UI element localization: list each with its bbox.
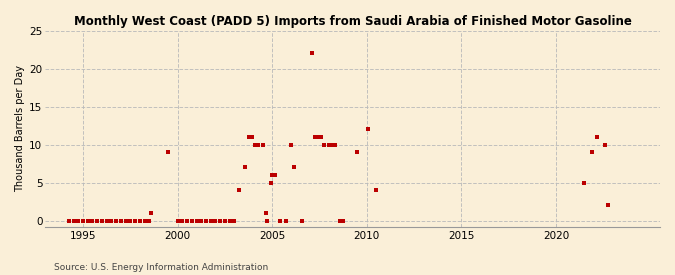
Point (229, 218, 240, 223)
Point (92, 218, 103, 223)
Point (591, 135, 602, 139)
Point (191, 218, 202, 223)
Point (335, 218, 346, 223)
Text: Source: U.S. Energy Information Administration: Source: U.S. Energy Information Administ… (54, 263, 268, 272)
Point (267, 173, 277, 177)
Point (587, 150, 597, 154)
Point (73, 218, 84, 223)
Point (338, 218, 348, 223)
Point (352, 150, 362, 154)
Point (134, 218, 145, 223)
Point (224, 218, 235, 223)
Point (215, 218, 225, 223)
Point (313, 135, 323, 139)
Point (246, 135, 257, 139)
Point (265, 180, 276, 185)
Point (130, 218, 140, 223)
Point (309, 135, 320, 139)
Point (186, 218, 197, 223)
Point (603, 203, 614, 208)
Point (579, 180, 590, 185)
Point (371, 188, 381, 192)
Point (243, 135, 254, 139)
Point (106, 218, 117, 223)
Point (111, 218, 122, 223)
Point (101, 218, 112, 223)
Point (82, 218, 93, 223)
Point (281, 218, 292, 223)
Point (323, 142, 334, 147)
Point (177, 218, 188, 223)
Point (286, 142, 296, 147)
Y-axis label: Thousand Barrels per Day: Thousand Barrels per Day (15, 65, 25, 192)
Point (297, 218, 308, 223)
Point (275, 218, 286, 223)
Point (205, 218, 216, 223)
Point (163, 150, 173, 154)
Point (172, 218, 183, 223)
Point (120, 218, 131, 223)
Point (97, 218, 107, 223)
Point (139, 218, 150, 223)
Point (289, 165, 300, 169)
Point (327, 142, 338, 147)
Point (145, 211, 156, 215)
Point (319, 142, 329, 147)
Point (261, 211, 271, 215)
Point (87, 218, 98, 223)
Point (599, 142, 610, 147)
Point (200, 218, 211, 223)
Point (250, 142, 261, 147)
Point (234, 188, 244, 192)
Point (115, 218, 126, 223)
Point (78, 218, 88, 223)
Point (316, 135, 327, 139)
Point (363, 127, 374, 131)
Point (240, 165, 251, 169)
Point (144, 218, 155, 223)
Point (182, 218, 192, 223)
Title: Monthly West Coast (PADD 5) Imports from Saudi Arabia of Finished Motor Gasoline: Monthly West Coast (PADD 5) Imports from… (74, 15, 632, 28)
Point (210, 218, 221, 223)
Point (219, 218, 230, 223)
Point (196, 218, 207, 223)
Point (306, 51, 317, 56)
Point (252, 142, 263, 147)
Point (330, 142, 341, 147)
Point (270, 173, 281, 177)
Point (262, 218, 273, 223)
Point (125, 218, 136, 223)
Point (257, 142, 268, 147)
Point (68, 218, 79, 223)
Point (63, 218, 74, 223)
